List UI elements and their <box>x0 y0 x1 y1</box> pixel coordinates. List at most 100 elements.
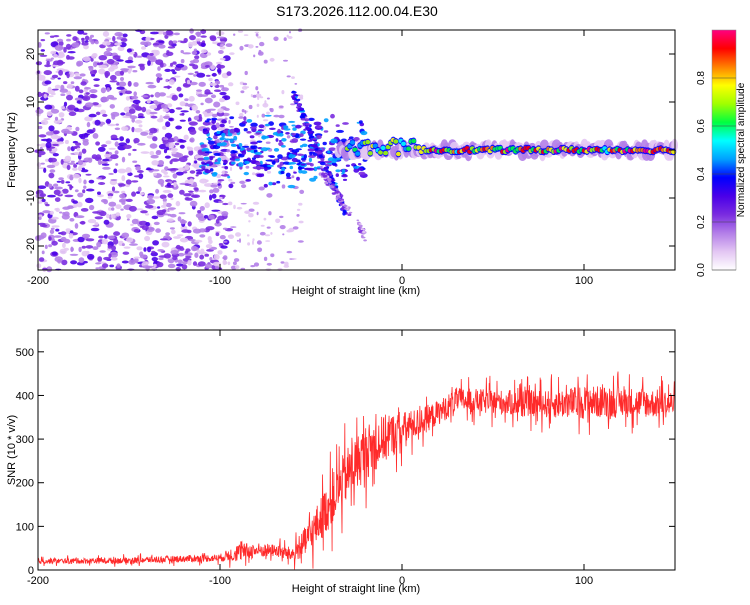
heatmap-cell <box>308 135 315 139</box>
heatmap-cell <box>122 115 131 119</box>
heatmap-cell <box>260 224 265 227</box>
heatmap-cell <box>235 158 240 162</box>
heatmap-cell <box>159 115 163 121</box>
snr-y-tick-label: 500 <box>16 347 34 359</box>
heatmap-cell <box>73 76 83 80</box>
heatmap-cell <box>151 169 160 172</box>
heatmap-cell <box>343 204 348 208</box>
heatmap-cell <box>102 158 110 162</box>
heatmap-cell <box>283 59 288 62</box>
heatmap-cell <box>316 134 322 140</box>
heatmap-cell <box>295 98 301 102</box>
heatmap-cell <box>44 244 48 249</box>
heatmap-cell <box>297 240 304 243</box>
heatmap-cell <box>80 208 89 212</box>
heatmap-cell <box>300 163 306 166</box>
heatmap-cell <box>133 137 140 144</box>
heatmap-cell <box>327 150 331 154</box>
heatmap-cell <box>48 236 52 242</box>
heatmap-cell <box>76 100 82 104</box>
heatmap-cell <box>257 96 260 100</box>
heatmap-cell <box>81 148 87 154</box>
heatmap-cell <box>268 181 273 186</box>
heatmap-cell <box>281 90 285 95</box>
heatmap-cell <box>52 251 58 256</box>
heatmap-cell <box>37 201 43 204</box>
heatmap-cell <box>339 202 344 205</box>
heatmap-cell <box>245 179 251 182</box>
heatmap-cell <box>53 189 61 196</box>
heatmap-cell <box>69 185 74 189</box>
heatmap-cell <box>96 241 102 248</box>
heatmap-cell <box>194 71 199 74</box>
heatmap-cell <box>158 92 166 97</box>
heatmap-cell <box>226 71 232 76</box>
heatmap-cell <box>88 36 93 43</box>
heatmap-cell <box>264 114 272 117</box>
heatmap-cell <box>355 151 361 156</box>
snr-x-ticks: -200 -100 0 100 <box>27 330 593 587</box>
heatmap-cell <box>73 164 78 168</box>
heatmap-cell <box>253 262 260 267</box>
heatmap-cell <box>93 84 100 87</box>
heatmap-cell <box>58 119 63 123</box>
heatmap-cell <box>151 250 156 254</box>
heatmap-cell <box>150 94 154 98</box>
heatmap-cell <box>64 131 74 134</box>
heatmap-cell <box>67 83 73 89</box>
heatmap-cell <box>250 94 253 98</box>
heatmap-cell <box>152 136 158 142</box>
heatmap-cell <box>179 101 186 107</box>
heatmap-cell <box>287 184 296 189</box>
heatmap-cell <box>204 263 213 269</box>
heatmap-cell <box>83 185 87 189</box>
heatmap-cell <box>84 87 91 90</box>
heatmap-cell <box>313 166 318 172</box>
heatmap-cell <box>229 128 236 134</box>
heatmap-cell <box>140 131 149 136</box>
heatmap-cell <box>292 226 299 230</box>
heatmap-cell <box>103 256 111 261</box>
heatmap-cell <box>67 184 72 187</box>
heatmap-cell <box>313 175 318 180</box>
heatmap-cell <box>217 80 221 85</box>
heatmap-cell <box>113 238 119 245</box>
heatmap-cell <box>160 169 166 174</box>
heatmap-cell <box>165 30 174 36</box>
heatmap-cell <box>48 183 53 188</box>
heatmap-cell <box>179 119 186 122</box>
heatmap-cell <box>48 157 57 163</box>
heatmap-cell <box>266 111 270 115</box>
heatmap-cell <box>342 209 347 213</box>
heatmap-cell <box>74 189 79 193</box>
heatmap-cell <box>189 129 197 135</box>
heatmap-cell <box>341 169 346 174</box>
heatmap-cell <box>115 163 119 166</box>
heatmap-cell <box>238 162 244 167</box>
heatmap-cell <box>78 177 82 184</box>
heatmap-cell <box>195 110 201 114</box>
colorbar-tick-label: 0.8 <box>696 71 707 85</box>
heatmap-cell <box>172 40 178 44</box>
heatmap-marks <box>34 28 678 273</box>
heatmap-cell <box>233 33 236 36</box>
heatmap-cell <box>228 201 233 206</box>
heatmap-cell <box>117 168 127 174</box>
heatmap-cell <box>54 135 62 139</box>
heatmap-cell <box>214 222 222 227</box>
heatmap-cell <box>102 166 111 170</box>
heatmap-cell <box>225 138 230 141</box>
heatmap-cell <box>107 123 116 127</box>
snr-y-tick-label: 300 <box>16 434 34 446</box>
heatmap-cell <box>211 209 221 212</box>
heatmap-cell <box>152 196 161 199</box>
heatmap-cell <box>66 72 70 79</box>
heatmap-cell <box>74 223 79 229</box>
heatmap-cell <box>121 190 126 194</box>
heatmap-cell <box>165 121 171 128</box>
heatmap-cell <box>84 40 89 43</box>
heatmap-cell <box>219 91 227 96</box>
heatmap-cell <box>256 211 259 216</box>
heatmap-cell <box>296 153 305 156</box>
heatmap-cell <box>146 56 155 59</box>
